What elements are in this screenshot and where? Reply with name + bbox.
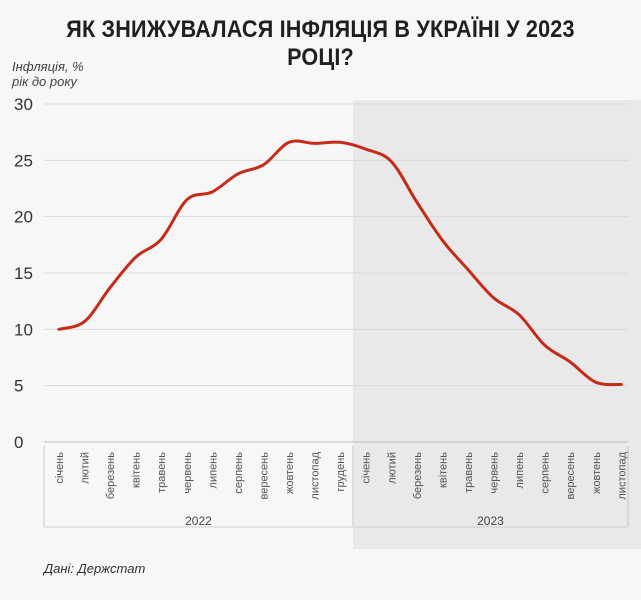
- x-tick-label: червень: [182, 452, 194, 494]
- x-tick-label: листопад: [310, 451, 322, 499]
- y-tick-label-15: 15: [14, 264, 33, 283]
- group-label-2022: 2022: [185, 514, 212, 528]
- y-tick-label-0: 0: [14, 433, 23, 452]
- x-tick-label: квітень: [131, 452, 143, 488]
- x-tick-label: травень: [463, 452, 475, 493]
- x-tick-label: лютий: [80, 452, 92, 484]
- x-tick-label: серпень: [233, 452, 245, 494]
- y-tick-label-20: 20: [14, 208, 33, 227]
- group-label-2023: 2023: [477, 514, 504, 528]
- y-axis-label-line1: Інфляція, %: [12, 59, 84, 74]
- chart-title: ЯК ЗНИЖУВАЛАСЯ ІНФЛЯЦІЯ В УКРАЇНІ У 2023…: [66, 16, 575, 71]
- x-tick-label: березень: [105, 452, 117, 499]
- y-tick-label-5: 5: [14, 377, 23, 396]
- x-tick-label: листопад: [616, 451, 628, 499]
- x-tick-label: березень: [412, 452, 424, 499]
- x-tick-label: квітень: [437, 452, 449, 488]
- inflation-series-line: [57, 139, 623, 387]
- source-note: Дані: Держстат: [44, 561, 146, 576]
- x-tick-label: лютий: [386, 452, 398, 484]
- x-tick-label: січень: [361, 452, 373, 484]
- x-tick-label: липень: [207, 452, 219, 489]
- x-tick-label: липень: [514, 452, 526, 489]
- x-tick-label: січень: [54, 452, 66, 484]
- x-tick-label: грудень: [335, 452, 347, 492]
- y-axis-label: Інфляція, % рік до року: [12, 59, 84, 89]
- y-axis-label-line2: рік до року: [12, 74, 77, 89]
- x-tick-label: жовтень: [284, 452, 296, 494]
- x-tick-label: червень: [489, 452, 501, 494]
- y-tick-label-10: 10: [14, 320, 33, 339]
- x-tick-label: вересень: [565, 452, 577, 500]
- x-tick-label: травень: [156, 452, 168, 493]
- x-tick-label: вересень: [258, 452, 270, 500]
- x-tick-label: серпень: [540, 452, 552, 494]
- x-tick-label: жовтень: [591, 452, 603, 494]
- y-tick-label-25: 25: [14, 151, 33, 170]
- y-tick-label-30: 30: [14, 95, 33, 114]
